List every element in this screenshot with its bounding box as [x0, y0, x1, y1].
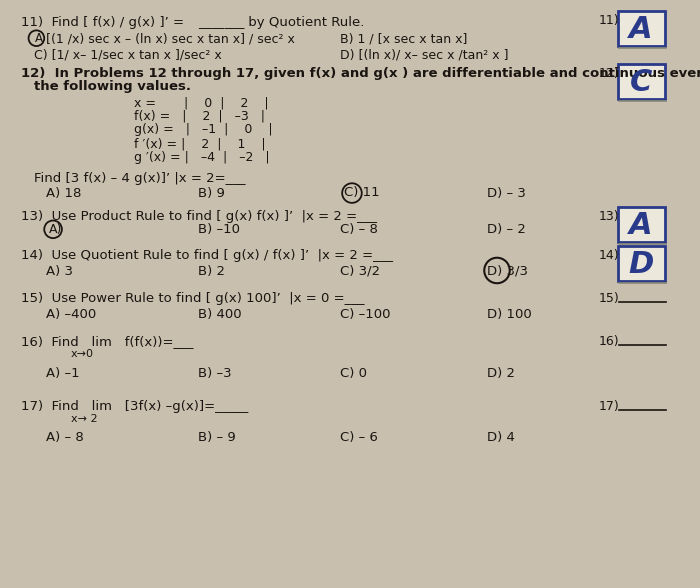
Text: by Quotient Rule.: by Quotient Rule.	[244, 16, 365, 29]
Text: C: C	[630, 68, 652, 96]
Text: D) [(ln x)/ x– sec x /tan² x ]: D) [(ln x)/ x– sec x /tan² x ]	[340, 48, 509, 61]
Text: B) 400: B) 400	[198, 308, 242, 320]
Text: D) 100: D) 100	[487, 308, 532, 320]
Text: 17)  Find   lim   [3f(x) –g(x)]=_____: 17) Find lim [3f(x) –g(x)]=_____	[21, 400, 248, 413]
Text: [(1 /x) sec x – (ln x) sec x tan x] / sec² x: [(1 /x) sec x – (ln x) sec x tan x] / se…	[46, 32, 295, 45]
FancyBboxPatch shape	[617, 207, 664, 242]
Text: g ′(x) = |   –4  |   –2   |: g ′(x) = | –4 | –2 |	[134, 151, 270, 164]
Text: 15)  Use Power Rule to find [ g(x) 100]’  |x = 0 =___: 15) Use Power Rule to find [ g(x) 100]’ …	[21, 292, 364, 305]
Text: D) 4: D) 4	[487, 431, 515, 444]
Text: _______: _______	[198, 16, 244, 29]
Text: B) – 9: B) – 9	[198, 431, 236, 444]
Text: A: A	[34, 32, 43, 45]
Text: B) 9: B) 9	[198, 187, 225, 200]
Text: D: D	[629, 250, 654, 279]
Text: 13)  Use Product Rule to find [ g(x) f(x) ]’  |x = 2 =___: 13) Use Product Rule to find [ g(x) f(x)…	[21, 210, 377, 223]
Text: the following values.: the following values.	[34, 81, 191, 93]
Text: D) – 2: D) – 2	[487, 223, 526, 236]
Text: A: A	[629, 15, 653, 44]
Text: 14)  Use Quotient Rule to find [ g(x) / f(x) ]’  |x = 2 =___: 14) Use Quotient Rule to find [ g(x) / f…	[21, 249, 393, 262]
Text: D) – 3: D) – 3	[487, 187, 526, 200]
Text: C) 0: C) 0	[340, 366, 368, 379]
Text: C) –100: C) –100	[340, 308, 391, 320]
Text: C) – 8: C) – 8	[340, 223, 378, 236]
Text: 15): 15)	[599, 292, 620, 305]
Text: 16): 16)	[599, 335, 620, 348]
FancyBboxPatch shape	[617, 246, 664, 281]
Text: x→0: x→0	[71, 349, 94, 359]
Text: A) 3: A) 3	[46, 265, 74, 278]
Text: B) 1 / [x sec x tan x]: B) 1 / [x sec x tan x]	[340, 32, 468, 45]
Text: A: A	[629, 211, 653, 240]
Text: C) – 6: C) – 6	[340, 431, 378, 444]
Text: x =       |    0  |    2    |: x = | 0 | 2 |	[134, 96, 269, 109]
Text: 14): 14)	[599, 249, 620, 262]
Text: Find [3 f(x) – 4 g(x)]’ |x = 2=___: Find [3 f(x) – 4 g(x)]’ |x = 2=___	[34, 172, 246, 185]
FancyBboxPatch shape	[617, 64, 664, 99]
Text: f ′(x) = |    2  |    1    |: f ′(x) = | 2 | 1 |	[134, 137, 266, 150]
Text: D) 2: D) 2	[487, 366, 515, 379]
Text: A) –400: A) –400	[46, 308, 97, 320]
Text: 13): 13)	[599, 210, 620, 223]
Text: 12)  In Problems 12 through 17, given f(x) and g(x ) are differentiable and cont: 12) In Problems 12 through 17, given f(x…	[21, 66, 700, 79]
Text: g(x) =   |   –1  |    0    |: g(x) = | –1 | 0 |	[134, 123, 273, 136]
Text: A) – 8: A) – 8	[46, 431, 84, 444]
Text: A) –1: A) –1	[46, 366, 80, 379]
Text: C) 3/2: C) 3/2	[340, 265, 380, 278]
Text: f(x) =   |    2  |   –3   |: f(x) = | 2 | –3 |	[134, 110, 265, 123]
Text: C) [1/ x– 1/sec x tan x ]/sec² x: C) [1/ x– 1/sec x tan x ]/sec² x	[34, 48, 222, 61]
Text: B) –3: B) –3	[198, 366, 232, 379]
FancyBboxPatch shape	[617, 11, 664, 46]
Text: 17): 17)	[599, 400, 620, 413]
Text: B) 2: B) 2	[198, 265, 225, 278]
Text: 16)  Find   lim   f(f(x))=___: 16) Find lim f(f(x))=___	[21, 335, 193, 348]
Text: 11)  Find [ f(x) / g(x) ]’ =: 11) Find [ f(x) / g(x) ]’ =	[21, 16, 183, 29]
Text: x→ 2: x→ 2	[71, 413, 97, 423]
Text: C) 11: C) 11	[344, 186, 379, 199]
Text: B) –10: B) –10	[198, 223, 240, 236]
Text: A) 18: A) 18	[46, 187, 82, 200]
Text: 11): 11)	[599, 14, 620, 26]
Text: D) 3/3: D) 3/3	[487, 265, 528, 278]
Text: 12): 12)	[599, 66, 620, 79]
Text: A): A)	[49, 223, 62, 236]
